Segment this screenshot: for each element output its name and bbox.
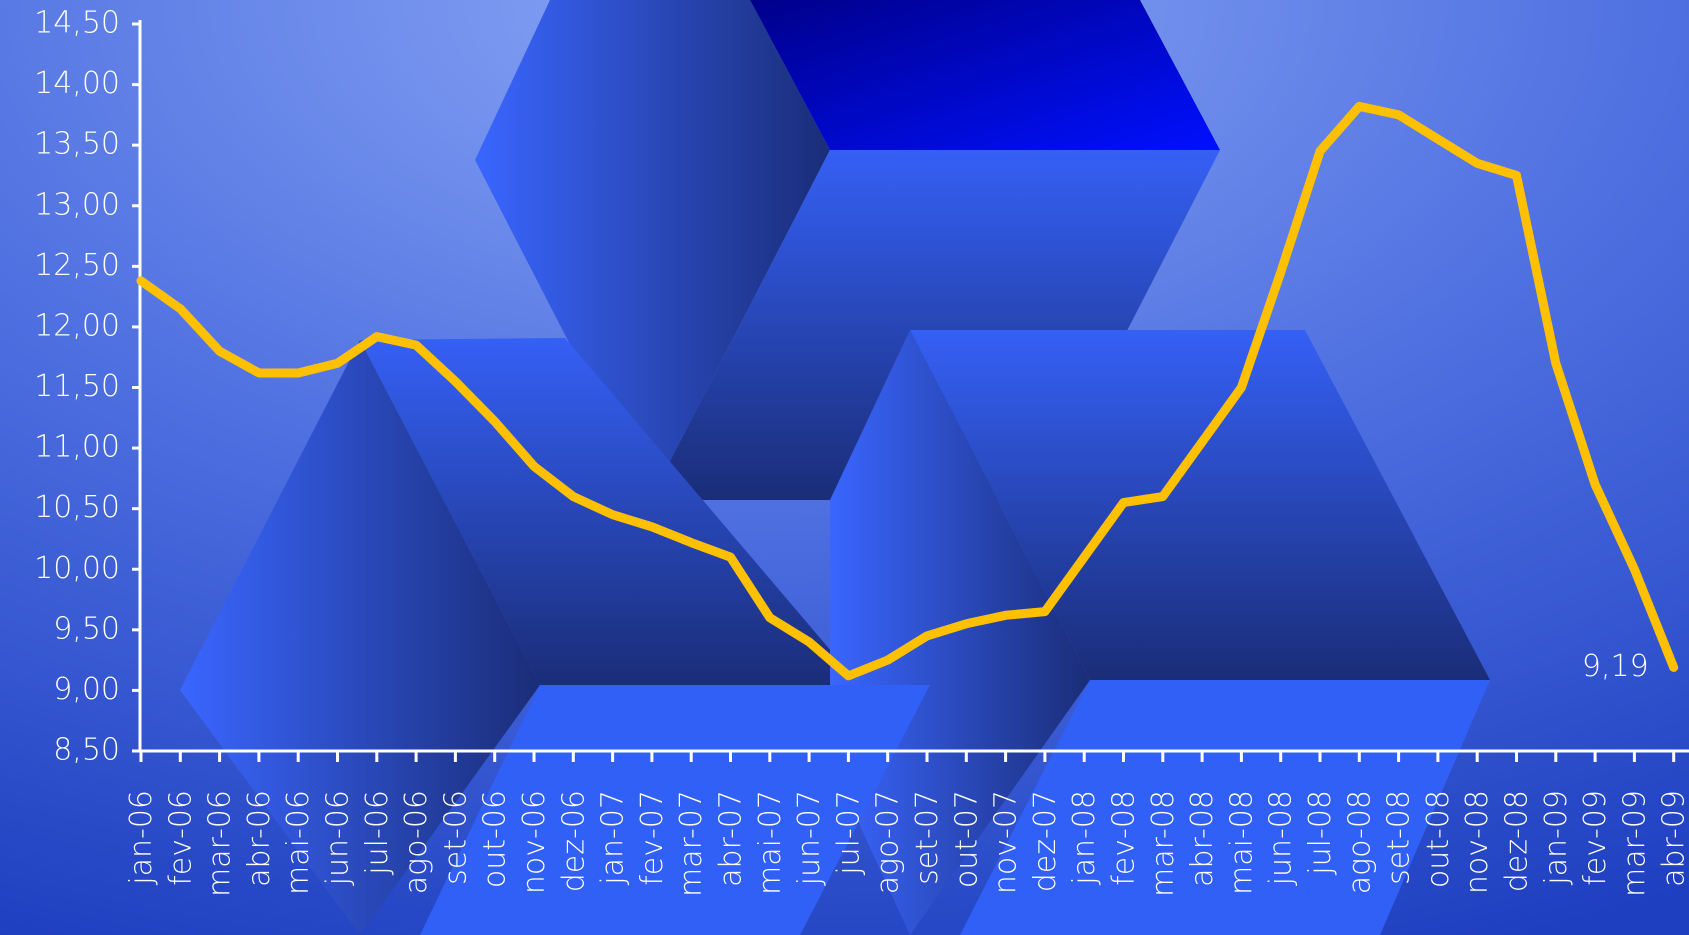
x-tick-label: mar-07 <box>674 790 709 897</box>
x-tick-label: jul-07 <box>831 790 866 876</box>
x-tick-label: mai-07 <box>753 790 788 895</box>
x-tick-label: jan-09 <box>1539 790 1574 886</box>
y-tick-label: 14,50 <box>34 6 120 41</box>
x-tick-label: jan-08 <box>1067 790 1102 886</box>
y-tick-label: 10,00 <box>34 551 120 586</box>
x-tick-label: jan-07 <box>596 790 631 886</box>
x-tick-label: mai-06 <box>281 790 316 895</box>
x-tick-label: jan-06 <box>124 790 159 886</box>
x-tick-label: out-08 <box>1421 790 1456 888</box>
x-tick-label: mai-08 <box>1224 790 1259 895</box>
x-tick-label: jun-08 <box>1264 790 1299 886</box>
x-tick-label: abr-08 <box>1185 790 1220 887</box>
x-tick-label: ago-08 <box>1342 790 1377 894</box>
x-tick-label: nov-06 <box>517 790 552 894</box>
x-tick-label: dez-06 <box>556 790 591 892</box>
x-tick-label: nov-07 <box>989 790 1024 894</box>
x-tick-label: dez-07 <box>1028 790 1063 892</box>
x-tick-label: jun-06 <box>321 790 356 886</box>
y-tick-label: 8,50 <box>53 733 120 768</box>
x-tick-label: out-07 <box>949 790 984 888</box>
x-tick-label: fev-07 <box>635 790 670 886</box>
y-tick-label: 10,50 <box>34 490 120 525</box>
y-tick-label: 12,50 <box>34 248 120 283</box>
x-tick-label: mar-06 <box>203 790 238 897</box>
y-tick-label: 9,50 <box>53 611 120 646</box>
x-tick-label: fev-09 <box>1578 790 1613 886</box>
x-tick-label: set-06 <box>438 790 473 885</box>
y-tick-label: 11,50 <box>34 369 120 404</box>
x-tick-label: abr-06 <box>242 790 277 887</box>
x-tick-label: jun-07 <box>792 790 827 886</box>
x-tick-label: dez-08 <box>1500 790 1535 892</box>
y-tick-label: 9,00 <box>53 672 120 707</box>
x-tick-label: abr-07 <box>714 790 749 887</box>
x-tick-label: set-07 <box>910 790 945 885</box>
x-tick-label: ago-06 <box>399 790 434 894</box>
y-tick-label: 12,00 <box>34 308 120 343</box>
decoration <box>180 0 1490 935</box>
x-tick-label: jul-06 <box>360 790 395 876</box>
x-tick-label: nov-08 <box>1460 790 1495 894</box>
x-tick-label: abr-09 <box>1657 790 1689 887</box>
y-tick-label: 14,00 <box>34 66 120 101</box>
y-tick-label: 13,50 <box>34 127 120 162</box>
x-tick-label: fev-08 <box>1107 790 1142 886</box>
data-label: 9,19 <box>1582 649 1649 684</box>
line <box>136 101 1679 681</box>
x-tick-label: mar-09 <box>1617 790 1652 897</box>
x-tick-label: mar-08 <box>1146 790 1181 897</box>
x-tick-label: ago-07 <box>871 790 906 894</box>
x-tick-label: out-06 <box>478 790 513 888</box>
x-tick-label: fev-06 <box>163 790 198 886</box>
y-tick-label: 13,00 <box>34 187 120 222</box>
x-tick-label: jul-08 <box>1303 790 1338 876</box>
x-tick-label: set-08 <box>1382 790 1417 885</box>
y-tick-label: 11,00 <box>34 430 120 465</box>
